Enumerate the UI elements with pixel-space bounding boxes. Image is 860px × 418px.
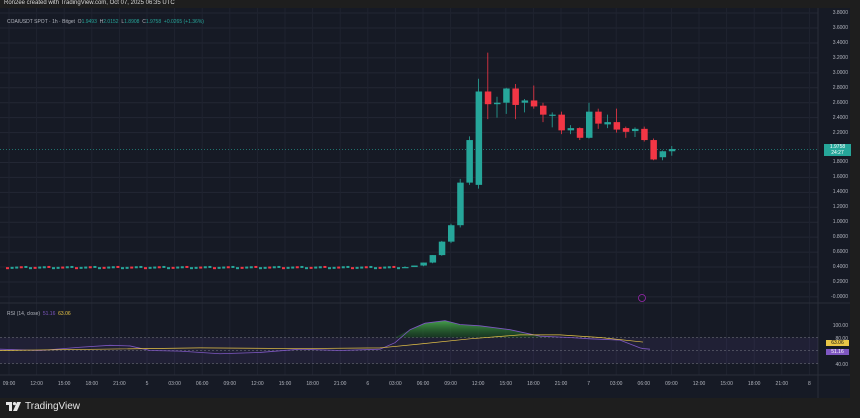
event-marker-icon	[638, 294, 646, 302]
time-tick-label: 21:00	[554, 381, 568, 387]
price-tick-label: 3.8000	[832, 10, 848, 17]
price-tick-label: 0.2000	[832, 278, 848, 285]
time-tick-label: 09:00	[2, 381, 16, 387]
current-price: 1.9758	[829, 144, 846, 150]
time-tick-label: 12:00	[692, 381, 706, 387]
time-tick-label: 12:00	[30, 381, 43, 387]
price-tick-label: 2.6000	[832, 99, 848, 106]
price-tick-label: 2.2000	[832, 129, 848, 136]
chart-pane[interactable]	[0, 8, 850, 398]
price-tick-label: 0.4000	[832, 264, 848, 271]
chart-credit: Ron2ee created with TradingView.com, Oct…	[4, 0, 175, 6]
time-tick-label: 12:00	[251, 381, 264, 387]
time-tick-label: 8	[808, 381, 811, 387]
tradingview-icon	[6, 402, 21, 411]
time-tick-label: 21:00	[775, 381, 789, 387]
rsi-value: 51.16	[42, 311, 56, 317]
close-value: 1.9758	[145, 19, 162, 25]
time-tick-label: 18:00	[747, 381, 761, 387]
rsi-tick-label: 80.00	[835, 336, 848, 342]
price-tick-label: 2.4000	[832, 114, 848, 121]
open-value: 1.9493	[81, 19, 97, 25]
close-label: C	[142, 19, 146, 25]
high-value: 2.0152	[103, 19, 119, 25]
rsi-legend: RSI (14, close) 51.16 63.06	[7, 311, 71, 317]
brand-name: TradingView	[25, 401, 81, 412]
bar-countdown: 24:27	[831, 150, 844, 156]
rsi-ma-tag: 63.06	[826, 340, 849, 346]
price-tick-label: 3.0000	[832, 69, 848, 76]
price-tick-label: -0.0000	[831, 293, 848, 300]
time-tick-label: 06:00	[637, 381, 651, 387]
price-tick-label: 0.8000	[832, 234, 848, 241]
time-tick-label: 03:00	[389, 381, 402, 387]
price-tick-label: 1.6000	[832, 174, 848, 181]
time-tick-label: 15:00	[278, 381, 292, 387]
time-tick-label: 18:00	[527, 381, 540, 387]
time-tick-label: 03:00	[168, 381, 181, 387]
price-tick-label: 1.0000	[832, 219, 848, 226]
tradingview-logo[interactable]: TradingView	[6, 401, 80, 412]
time-tick-label: 12:00	[471, 381, 485, 387]
current-price-tag: 1.9758 24:27	[824, 144, 851, 156]
time-tick-label: 06:00	[195, 381, 209, 387]
time-tick-label: 18:00	[306, 381, 319, 387]
price-tick-label: 1.2000	[832, 204, 848, 211]
low-value: 1.8908	[124, 19, 140, 25]
price-tick-label: 3.4000	[832, 39, 848, 46]
grid-lines	[0, 8, 850, 398]
price-tick-label: 3.6000	[832, 25, 848, 31]
rsi-tick-label: 40.00	[835, 362, 848, 368]
time-tick-label: 21:00	[113, 381, 126, 387]
time-tick-label: 06:00	[416, 381, 430, 387]
rsi-value-tag: 51.16	[826, 349, 849, 355]
candlestick-series	[6, 52, 676, 302]
top-bar: Ron2ee created with TradingView.com, Oct…	[0, 0, 860, 8]
chart-canvas[interactable]	[0, 8, 850, 398]
low-label: L	[121, 19, 125, 25]
time-tick-label: 09:00	[665, 381, 678, 387]
time-tick-label: 5	[145, 381, 149, 387]
footer: TradingView	[0, 398, 860, 418]
price-tick-label: 1.4000	[832, 189, 848, 196]
time-tick-label: 18:00	[85, 381, 99, 387]
rsi-pane	[0, 320, 818, 364]
rsi-ma-value: 63.06	[58, 311, 71, 317]
time-tick-label: 6	[366, 381, 370, 387]
open-label: O	[77, 19, 82, 25]
time-tick-label: 09:00	[223, 381, 237, 387]
time-tick-label: 15:00	[57, 381, 71, 387]
rsi-title: RSI (14, close)	[7, 311, 41, 317]
time-tick-label: 15:00	[720, 381, 733, 387]
time-tick-label: 21:00	[333, 381, 347, 387]
price-tick-label: 0.6000	[832, 249, 848, 256]
price-tick-label: 3.2000	[832, 54, 848, 61]
time-tick-label: 03:00	[609, 381, 623, 387]
time-tick-label: 7	[587, 381, 590, 387]
rsi-tick-label: 100.00	[832, 323, 848, 329]
price-tick-label: 2.8000	[832, 84, 848, 91]
time-tick-label: 09:00	[444, 381, 457, 387]
symbol-legend: COAIUSDT SPOT · 1h · Bitget O1.9493 H2.0…	[7, 19, 204, 25]
time-tick-label: 15:00	[499, 381, 513, 387]
change-value: +0.0265 (+1.36%)	[163, 19, 204, 25]
high-label: H	[99, 19, 104, 25]
price-tick-label: 1.8000	[832, 159, 848, 166]
symbol-title: COAIUSDT SPOT · 1h · Bitget	[7, 19, 75, 25]
